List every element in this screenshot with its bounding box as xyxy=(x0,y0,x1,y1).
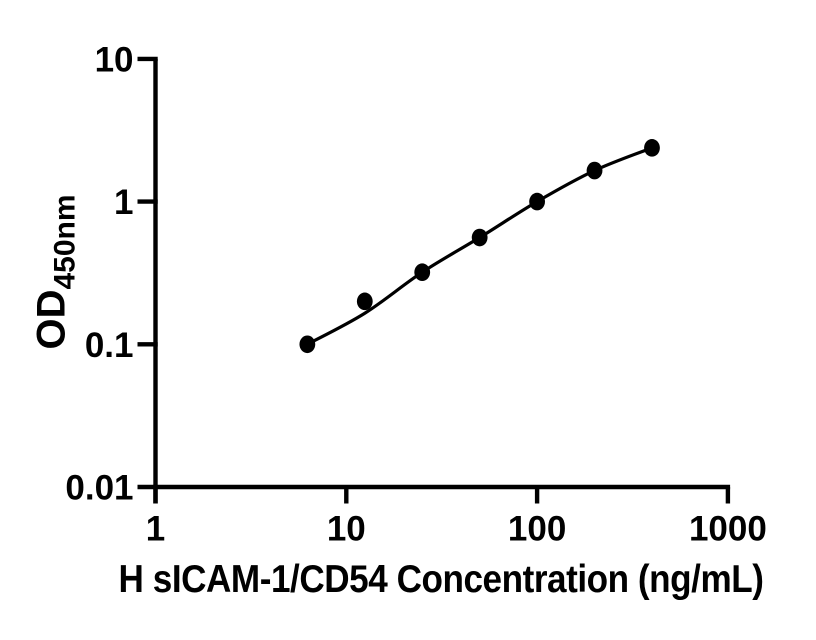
data-point-marker xyxy=(529,192,545,211)
y-axis-title: OD450nm xyxy=(30,194,83,349)
x-tick-label: 100 xyxy=(508,510,566,549)
y-tick-label: 0.1 xyxy=(85,326,134,365)
y-tick-label: 0.01 xyxy=(65,469,133,508)
data-point-marker xyxy=(586,161,603,180)
data-point-marker xyxy=(644,139,660,157)
y-axis-title-subscript: 450nm xyxy=(48,194,82,290)
data-point-marker xyxy=(471,228,488,247)
y-axis-title-main: OD xyxy=(29,289,74,350)
data-point-marker xyxy=(299,335,316,354)
x-axis-title: H sICAM-1/CD54 Concentration (ng/mL) xyxy=(118,558,764,601)
x-tick-label: 1000 xyxy=(689,510,767,549)
x-tick-label: 1 xyxy=(146,510,165,549)
y-tick-label: 10 xyxy=(95,40,134,79)
data-point-marker xyxy=(356,292,373,311)
data-point-marker xyxy=(414,263,431,282)
x-tick-label: 10 xyxy=(327,510,366,549)
y-tick-label: 1 xyxy=(114,183,133,222)
